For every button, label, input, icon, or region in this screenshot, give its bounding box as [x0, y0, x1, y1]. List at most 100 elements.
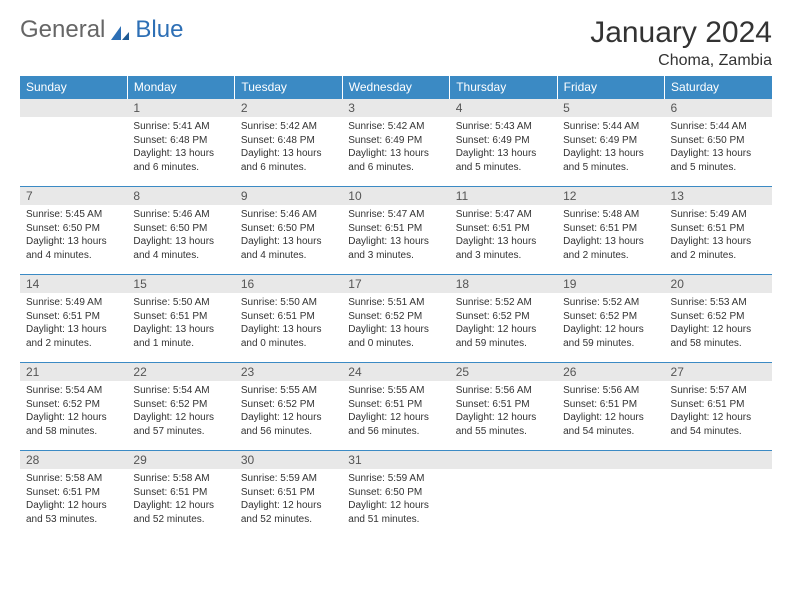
day-content: Sunrise: 5:42 AMSunset: 6:49 PMDaylight:… — [342, 117, 449, 178]
day-number: 16 — [235, 275, 342, 293]
weekday-header: Wednesday — [342, 76, 449, 99]
day-number: 29 — [127, 451, 234, 469]
day-number-empty — [665, 451, 772, 469]
day-content: Sunrise: 5:58 AMSunset: 6:51 PMDaylight:… — [20, 469, 127, 530]
day-content: Sunrise: 5:54 AMSunset: 6:52 PMDaylight:… — [20, 381, 127, 442]
day-number: 13 — [665, 187, 772, 205]
calendar-cell — [450, 451, 557, 539]
day-content: Sunrise: 5:50 AMSunset: 6:51 PMDaylight:… — [235, 293, 342, 354]
brand-logo: GeneralBlue — [20, 16, 183, 44]
day-number: 5 — [557, 99, 664, 117]
day-content: Sunrise: 5:46 AMSunset: 6:50 PMDaylight:… — [127, 205, 234, 266]
day-content: Sunrise: 5:59 AMSunset: 6:51 PMDaylight:… — [235, 469, 342, 530]
calendar-cell: 29Sunrise: 5:58 AMSunset: 6:51 PMDayligh… — [127, 451, 234, 539]
weekday-header: Sunday — [20, 76, 127, 99]
calendar-cell: 11Sunrise: 5:47 AMSunset: 6:51 PMDayligh… — [450, 187, 557, 275]
day-number: 14 — [20, 275, 127, 293]
day-number: 20 — [665, 275, 772, 293]
brand-part1: General — [20, 16, 105, 44]
day-number: 21 — [20, 363, 127, 381]
calendar-cell: 18Sunrise: 5:52 AMSunset: 6:52 PMDayligh… — [450, 275, 557, 363]
calendar-cell: 8Sunrise: 5:46 AMSunset: 6:50 PMDaylight… — [127, 187, 234, 275]
day-content: Sunrise: 5:44 AMSunset: 6:50 PMDaylight:… — [665, 117, 772, 178]
day-content: Sunrise: 5:51 AMSunset: 6:52 PMDaylight:… — [342, 293, 449, 354]
day-number-empty — [450, 451, 557, 469]
calendar-cell: 20Sunrise: 5:53 AMSunset: 6:52 PMDayligh… — [665, 275, 772, 363]
day-content: Sunrise: 5:50 AMSunset: 6:51 PMDaylight:… — [127, 293, 234, 354]
header: GeneralBlue January 2024 Choma, Zambia — [20, 16, 772, 70]
location: Choma, Zambia — [590, 52, 772, 70]
calendar-week-row: 1Sunrise: 5:41 AMSunset: 6:48 PMDaylight… — [20, 99, 772, 187]
calendar-cell: 17Sunrise: 5:51 AMSunset: 6:52 PMDayligh… — [342, 275, 449, 363]
day-content: Sunrise: 5:55 AMSunset: 6:51 PMDaylight:… — [342, 381, 449, 442]
day-content: Sunrise: 5:45 AMSunset: 6:50 PMDaylight:… — [20, 205, 127, 266]
day-number: 27 — [665, 363, 772, 381]
calendar-week-row: 7Sunrise: 5:45 AMSunset: 6:50 PMDaylight… — [20, 187, 772, 275]
weekday-header: Thursday — [450, 76, 557, 99]
day-content: Sunrise: 5:52 AMSunset: 6:52 PMDaylight:… — [557, 293, 664, 354]
day-number: 28 — [20, 451, 127, 469]
day-content: Sunrise: 5:56 AMSunset: 6:51 PMDaylight:… — [557, 381, 664, 442]
calendar-cell: 7Sunrise: 5:45 AMSunset: 6:50 PMDaylight… — [20, 187, 127, 275]
day-content: Sunrise: 5:48 AMSunset: 6:51 PMDaylight:… — [557, 205, 664, 266]
title-block: January 2024 Choma, Zambia — [590, 16, 772, 70]
day-number: 30 — [235, 451, 342, 469]
day-number: 6 — [665, 99, 772, 117]
day-number: 11 — [450, 187, 557, 205]
day-content: Sunrise: 5:56 AMSunset: 6:51 PMDaylight:… — [450, 381, 557, 442]
day-number: 18 — [450, 275, 557, 293]
day-number: 4 — [450, 99, 557, 117]
calendar-cell: 2Sunrise: 5:42 AMSunset: 6:48 PMDaylight… — [235, 99, 342, 187]
calendar-cell — [665, 451, 772, 539]
day-content: Sunrise: 5:41 AMSunset: 6:48 PMDaylight:… — [127, 117, 234, 178]
calendar-cell: 10Sunrise: 5:47 AMSunset: 6:51 PMDayligh… — [342, 187, 449, 275]
day-content: Sunrise: 5:49 AMSunset: 6:51 PMDaylight:… — [665, 205, 772, 266]
day-number: 8 — [127, 187, 234, 205]
calendar-cell: 9Sunrise: 5:46 AMSunset: 6:50 PMDaylight… — [235, 187, 342, 275]
calendar-cell: 23Sunrise: 5:55 AMSunset: 6:52 PMDayligh… — [235, 363, 342, 451]
day-number: 25 — [450, 363, 557, 381]
calendar-cell: 5Sunrise: 5:44 AMSunset: 6:49 PMDaylight… — [557, 99, 664, 187]
calendar-cell: 4Sunrise: 5:43 AMSunset: 6:49 PMDaylight… — [450, 99, 557, 187]
day-content: Sunrise: 5:46 AMSunset: 6:50 PMDaylight:… — [235, 205, 342, 266]
calendar-cell: 3Sunrise: 5:42 AMSunset: 6:49 PMDaylight… — [342, 99, 449, 187]
day-number: 12 — [557, 187, 664, 205]
calendar-cell: 21Sunrise: 5:54 AMSunset: 6:52 PMDayligh… — [20, 363, 127, 451]
day-content: Sunrise: 5:49 AMSunset: 6:51 PMDaylight:… — [20, 293, 127, 354]
day-number: 1 — [127, 99, 234, 117]
day-content: Sunrise: 5:59 AMSunset: 6:50 PMDaylight:… — [342, 469, 449, 530]
weekday-header: Friday — [557, 76, 664, 99]
calendar-head: SundayMondayTuesdayWednesdayThursdayFrid… — [20, 76, 772, 99]
calendar-cell: 1Sunrise: 5:41 AMSunset: 6:48 PMDaylight… — [127, 99, 234, 187]
day-number: 19 — [557, 275, 664, 293]
calendar-cell: 15Sunrise: 5:50 AMSunset: 6:51 PMDayligh… — [127, 275, 234, 363]
calendar-cell: 28Sunrise: 5:58 AMSunset: 6:51 PMDayligh… — [20, 451, 127, 539]
calendar-cell: 13Sunrise: 5:49 AMSunset: 6:51 PMDayligh… — [665, 187, 772, 275]
calendar-body: 1Sunrise: 5:41 AMSunset: 6:48 PMDaylight… — [20, 99, 772, 539]
calendar-cell: 26Sunrise: 5:56 AMSunset: 6:51 PMDayligh… — [557, 363, 664, 451]
day-number: 31 — [342, 451, 449, 469]
day-number: 10 — [342, 187, 449, 205]
day-number-empty — [557, 451, 664, 469]
weekday-header: Saturday — [665, 76, 772, 99]
calendar-cell: 22Sunrise: 5:54 AMSunset: 6:52 PMDayligh… — [127, 363, 234, 451]
day-number: 23 — [235, 363, 342, 381]
weekday-header: Monday — [127, 76, 234, 99]
calendar-cell: 12Sunrise: 5:48 AMSunset: 6:51 PMDayligh… — [557, 187, 664, 275]
day-content: Sunrise: 5:57 AMSunset: 6:51 PMDaylight:… — [665, 381, 772, 442]
day-content: Sunrise: 5:54 AMSunset: 6:52 PMDaylight:… — [127, 381, 234, 442]
calendar-cell: 31Sunrise: 5:59 AMSunset: 6:50 PMDayligh… — [342, 451, 449, 539]
day-number-empty — [20, 99, 127, 117]
calendar-week-row: 21Sunrise: 5:54 AMSunset: 6:52 PMDayligh… — [20, 363, 772, 451]
calendar-cell: 24Sunrise: 5:55 AMSunset: 6:51 PMDayligh… — [342, 363, 449, 451]
calendar-week-row: 28Sunrise: 5:58 AMSunset: 6:51 PMDayligh… — [20, 451, 772, 539]
day-content: Sunrise: 5:47 AMSunset: 6:51 PMDaylight:… — [342, 205, 449, 266]
day-number: 9 — [235, 187, 342, 205]
calendar-cell: 25Sunrise: 5:56 AMSunset: 6:51 PMDayligh… — [450, 363, 557, 451]
day-number: 15 — [127, 275, 234, 293]
day-content: Sunrise: 5:43 AMSunset: 6:49 PMDaylight:… — [450, 117, 557, 178]
day-content: Sunrise: 5:58 AMSunset: 6:51 PMDaylight:… — [127, 469, 234, 530]
calendar-cell: 14Sunrise: 5:49 AMSunset: 6:51 PMDayligh… — [20, 275, 127, 363]
calendar-cell — [557, 451, 664, 539]
calendar-week-row: 14Sunrise: 5:49 AMSunset: 6:51 PMDayligh… — [20, 275, 772, 363]
